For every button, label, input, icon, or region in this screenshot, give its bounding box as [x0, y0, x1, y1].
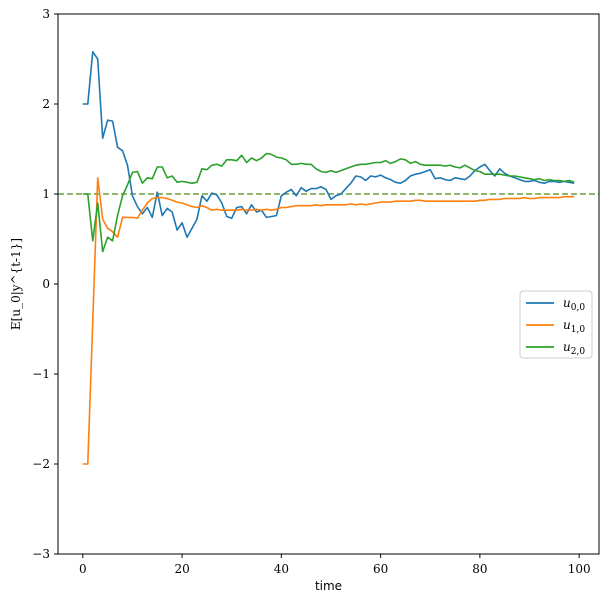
y-tick-label: −2 [32, 457, 50, 471]
legend: u0,0 u1,0 u2,0 [519, 290, 593, 359]
y-tick-label: 1 [42, 187, 50, 201]
x-tick-label: 0 [79, 562, 87, 576]
plot-background [58, 14, 599, 554]
x-tick-label: 80 [472, 562, 487, 576]
x-axis: 0 20 40 60 80 100 [79, 554, 591, 576]
y-tick-label: 2 [42, 97, 50, 111]
legend-box [519, 290, 593, 359]
series-line-0-0 [82, 50, 575, 238]
x-tick-label: 60 [373, 562, 388, 576]
legend-label: u2,0 [563, 340, 585, 357]
series-line-1-0 [82, 177, 575, 465]
y-tick-label: −3 [32, 547, 50, 561]
series-line-2-0 [82, 152, 575, 253]
x-tick-label: 20 [174, 562, 189, 576]
x-tick-label: 100 [568, 562, 591, 576]
x-axis-label: time [315, 579, 342, 593]
y-tick-label: −1 [32, 367, 50, 381]
y-axis-label: E[u_0|y^{t-1}] [9, 238, 23, 330]
y-tick-label: 0 [42, 277, 50, 291]
y-axis: −3 −2 −1 0 1 2 3 [32, 7, 58, 561]
legend-label: u0,0 [563, 296, 585, 313]
x-tick-label: 40 [274, 562, 289, 576]
legend-label: u1,0 [563, 318, 585, 335]
y-tick-label: 3 [42, 7, 50, 21]
